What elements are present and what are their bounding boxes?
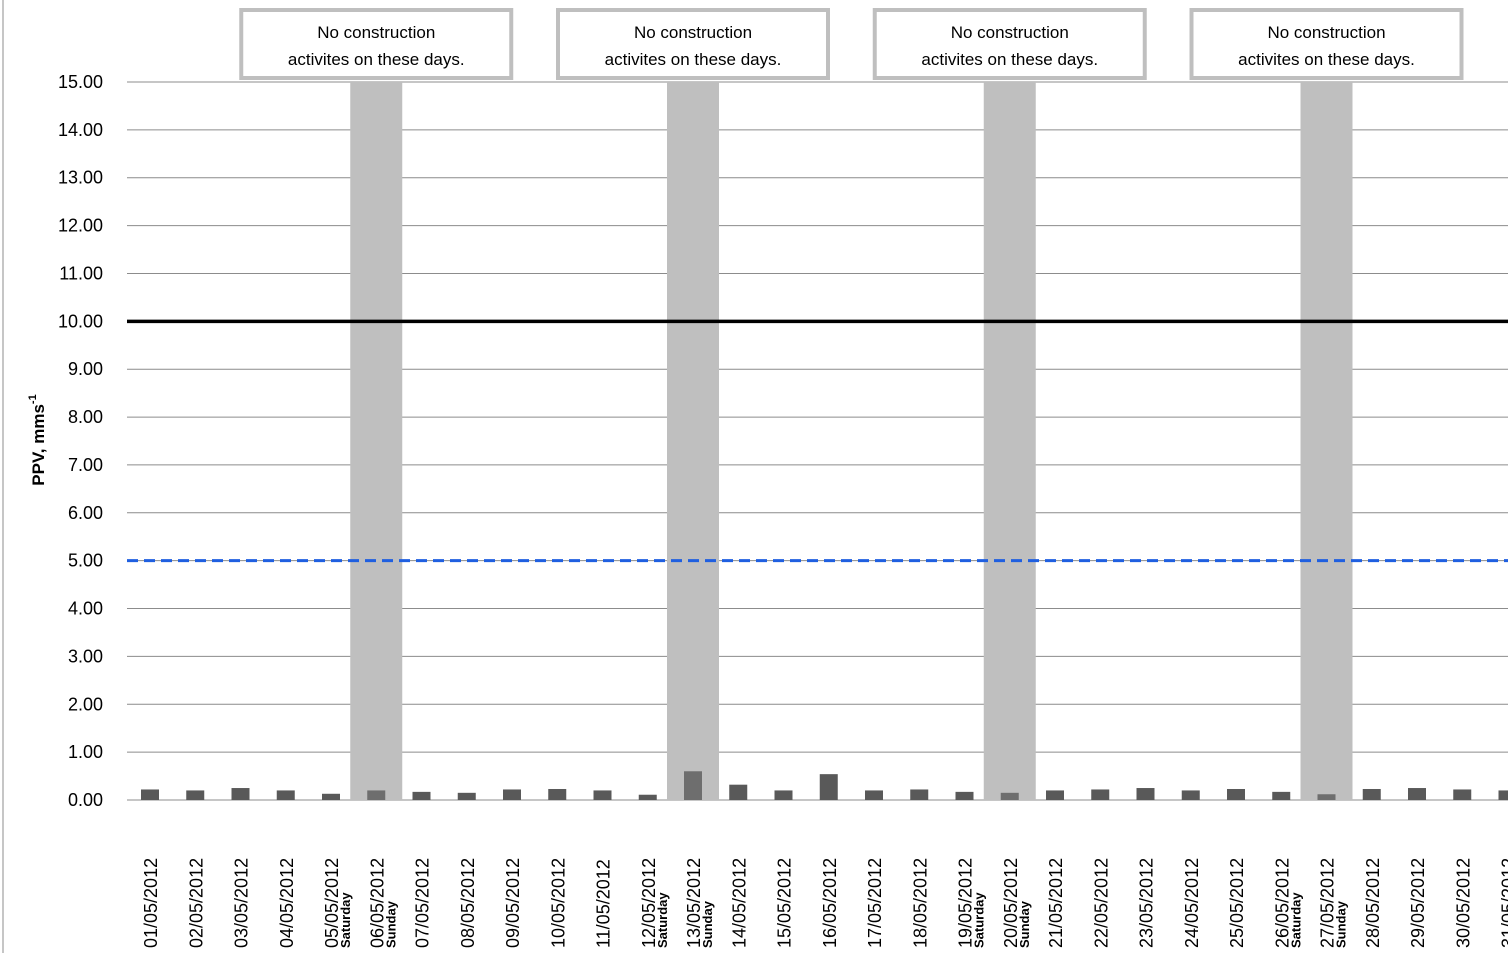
shaded-band <box>1301 82 1353 800</box>
bar <box>1363 789 1381 800</box>
x-tick-label: 21/05/2012 <box>1046 858 1066 948</box>
y-tick-label: 0.00 <box>68 790 103 810</box>
bar <box>1227 789 1245 800</box>
annotation-line1: No construction <box>951 23 1069 42</box>
day-marker-label: Sunday <box>383 900 398 948</box>
x-tick-label: 01/05/2012 <box>141 858 161 948</box>
x-tick-label: 10/05/2012 <box>548 858 568 948</box>
x-tick-label: 25/05/2012 <box>1227 858 1247 948</box>
x-tick-label: 11/05/2012 <box>594 859 614 948</box>
bar <box>1453 789 1471 800</box>
y-tick-label: 6.00 <box>68 503 103 523</box>
day-marker-label: Saturday <box>972 892 987 948</box>
x-tick-label: 28/05/2012 <box>1363 858 1383 948</box>
y-tick-label: 2.00 <box>68 694 103 714</box>
day-marker-label: Saturday <box>1288 892 1303 948</box>
bar <box>956 792 974 800</box>
x-tick-label: 07/05/2012 <box>413 858 433 948</box>
bar <box>548 789 566 800</box>
bar <box>141 789 159 800</box>
day-marker-label: Sunday <box>1334 900 1349 948</box>
y-tick-label: 5.00 <box>68 551 103 571</box>
bar <box>367 790 385 800</box>
x-tick-label: 23/05/2012 <box>1137 858 1157 948</box>
bar <box>1499 790 1508 800</box>
day-marker-label: Saturday <box>338 892 353 948</box>
bar <box>910 789 928 800</box>
x-tick-label: 08/05/2012 <box>458 858 478 948</box>
x-tick-label: 03/05/2012 <box>232 858 252 948</box>
annotation-line2: activites on these days. <box>288 50 465 69</box>
bar <box>1046 790 1064 800</box>
x-tick-label: 30/05/2012 <box>1453 858 1473 948</box>
bar <box>1182 790 1200 800</box>
y-tick-labels: 0.00 1.00 2.00 3.00 4.00 5.00 6.00 7.00 8.00 9.00… <box>58 72 103 810</box>
y-tick-label: 13.00 <box>58 168 103 188</box>
y-tick-label: 12.00 <box>58 216 103 236</box>
x-tick-label: 22/05/2012 <box>1091 858 1111 948</box>
annotation-line2: activites on these days. <box>921 50 1098 69</box>
x-tick-label: 18/05/2012 <box>910 858 930 948</box>
x-tick-label: 04/05/2012 <box>277 858 297 948</box>
bar <box>594 790 612 800</box>
shaded-band <box>984 82 1036 800</box>
bar <box>232 788 250 800</box>
x-tick-label: 29/05/2012 <box>1408 858 1428 948</box>
y-tick-label: 3.00 <box>68 646 103 666</box>
shaded-weekend-bands <box>350 82 1352 800</box>
bar <box>322 794 340 800</box>
y-tick-label: 8.00 <box>68 407 103 427</box>
x-tick-label: 16/05/2012 <box>820 858 840 948</box>
y-axis-label: PPV, mms-1 <box>27 394 48 485</box>
y-tick-label: 4.00 <box>68 599 103 619</box>
x-tick-label: 15/05/2012 <box>775 858 795 948</box>
bar <box>277 790 295 800</box>
x-tick-label: 09/05/2012 <box>503 858 523 948</box>
bar <box>775 790 793 800</box>
y-tick-label: 1.00 <box>68 742 103 762</box>
day-marker-label: Sunday <box>700 900 715 948</box>
y-tick-label: 14.00 <box>58 120 103 140</box>
bar <box>865 790 883 800</box>
annotation-boxes: No construction activites on these days. N… <box>241 10 1461 78</box>
y-tick-label: 15.00 <box>58 72 103 92</box>
bar <box>639 795 657 800</box>
bar <box>503 789 521 800</box>
bar <box>729 785 747 800</box>
bar <box>1091 789 1109 800</box>
bar <box>1137 788 1155 800</box>
x-tick-label: 02/05/2012 <box>186 858 206 948</box>
x-tick-label: 17/05/2012 <box>865 858 885 948</box>
x-tick-label: 31/05/2012 <box>1499 858 1508 948</box>
annotation-line1: No construction <box>634 23 752 42</box>
bar <box>458 793 476 800</box>
shaded-band <box>350 82 402 800</box>
bar <box>684 771 702 800</box>
bar <box>1001 793 1019 800</box>
y-tick-label: 7.00 <box>68 455 103 475</box>
bar <box>1272 792 1290 800</box>
y-tick-label: 9.00 <box>68 359 103 379</box>
bar <box>413 792 431 800</box>
annotation-line1: No construction <box>1267 23 1385 42</box>
x-tick-label: 14/05/2012 <box>729 858 749 948</box>
day-marker-label: Saturday <box>655 892 670 948</box>
y-tick-label: 10.00 <box>58 311 103 331</box>
annotation-line1: No construction <box>317 23 435 42</box>
shaded-band <box>667 82 719 800</box>
bar <box>186 790 204 800</box>
bar <box>1408 788 1426 800</box>
annotation-line2: activites on these days. <box>605 50 782 69</box>
bar <box>820 774 838 800</box>
bar <box>1318 794 1336 800</box>
y-axis-label-superscript: -1 <box>27 394 39 404</box>
x-tick-label: 24/05/2012 <box>1182 858 1202 948</box>
day-marker-label: Sunday <box>1017 900 1032 948</box>
y-tick-label: 11.00 <box>59 263 103 283</box>
annotation-line2: activites on these days. <box>1238 50 1415 69</box>
